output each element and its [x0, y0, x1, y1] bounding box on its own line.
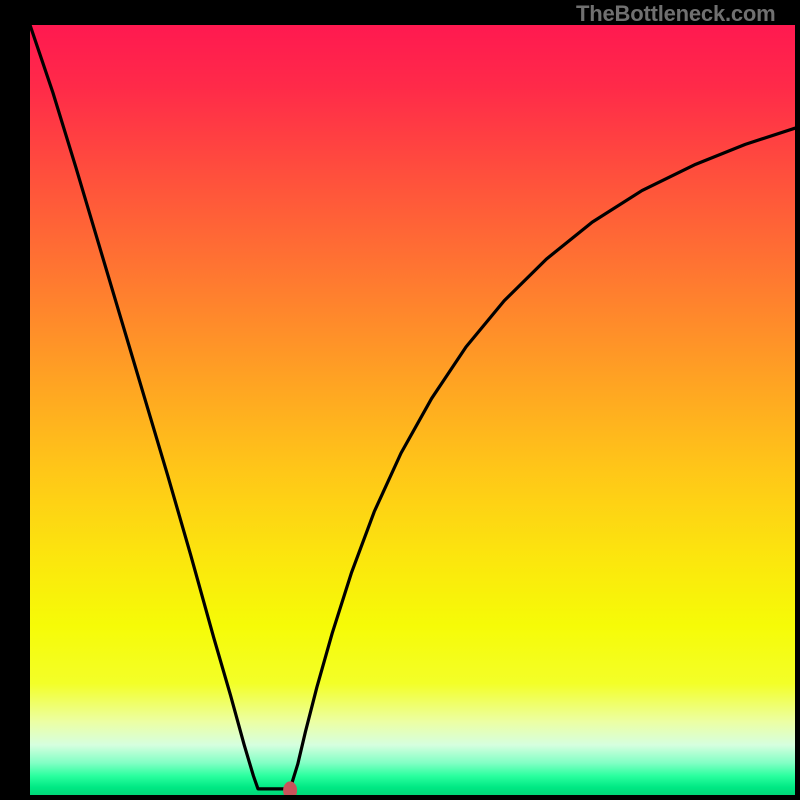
watermark-text: TheBottleneck.com: [576, 1, 776, 27]
chart-frame: TheBottleneck.com: [0, 0, 800, 800]
bottleneck-chart: [30, 25, 795, 795]
chart-background: [30, 25, 795, 795]
